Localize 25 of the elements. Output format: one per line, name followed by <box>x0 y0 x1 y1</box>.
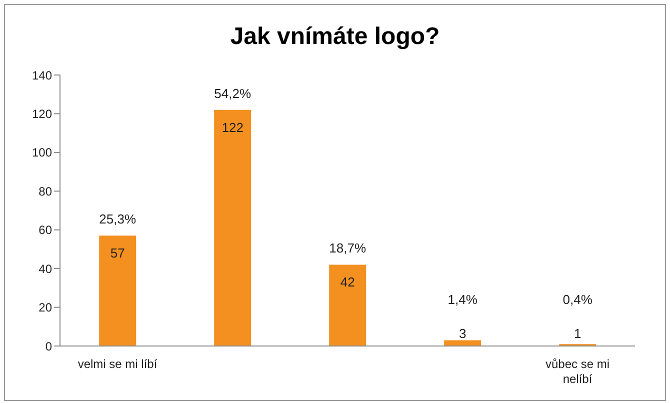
data-label: 3 <box>458 326 466 341</box>
bar <box>99 236 136 346</box>
bar <box>214 110 252 346</box>
x-tick-label: velmi se mi líbí <box>78 357 158 371</box>
y-tick-label: 40 <box>38 262 52 276</box>
y-tick-label: 20 <box>38 300 52 315</box>
y-tick-label: 120 <box>32 106 52 121</box>
annotation: 25,3% <box>99 212 136 227</box>
bar <box>329 264 366 346</box>
annotation: 18,7% <box>329 240 366 256</box>
y-tick-label: 80 <box>38 184 52 198</box>
data-label: 57 <box>110 246 125 261</box>
bar <box>444 340 482 346</box>
data-label: 1 <box>574 326 582 341</box>
y-tick-label: 140 <box>32 68 52 82</box>
data-label: 42 <box>340 274 355 290</box>
data-label: 122 <box>222 120 244 135</box>
annotation: 54,2% <box>214 86 252 101</box>
x-tick-label: vůbec se mi nelíbí <box>545 357 610 386</box>
chart-title: Jak vnímáte logo? <box>229 23 441 52</box>
y-tick-label: 60 <box>38 223 52 238</box>
annotation: 0,4% <box>562 292 593 307</box>
y-tick-label: 0 <box>45 339 52 354</box>
annotation: 1,4% <box>448 292 478 307</box>
y-tick-label: 100 <box>32 146 52 160</box>
